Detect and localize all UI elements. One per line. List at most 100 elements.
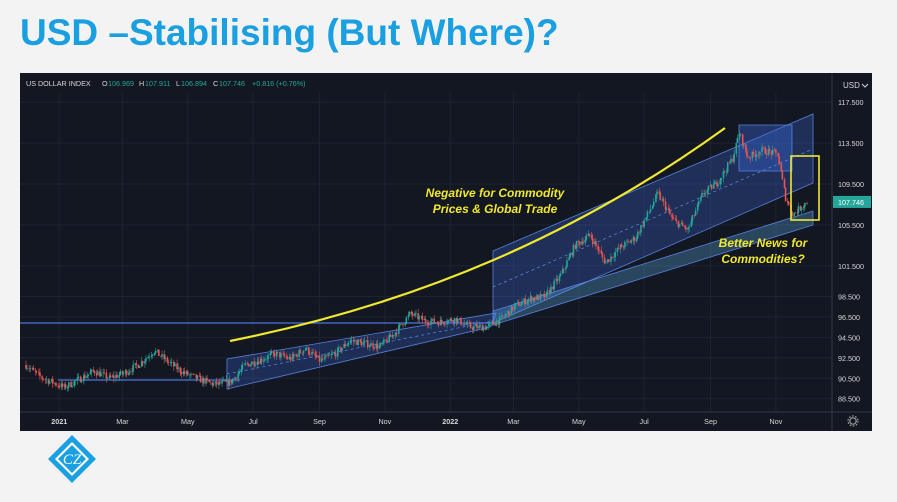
- candle-body: [707, 186, 710, 191]
- x-tick-label: 2022: [442, 417, 458, 426]
- candle-body: [594, 241, 596, 244]
- candle-body: [349, 340, 352, 343]
- candle-body: [578, 240, 580, 243]
- candle-body: [151, 354, 154, 356]
- candle-body: [600, 250, 603, 254]
- candle-body: [295, 354, 297, 356]
- candle-body: [635, 237, 638, 242]
- candle-body: [434, 322, 437, 323]
- grid-lines: [20, 93, 832, 412]
- candle-body: [176, 363, 178, 370]
- candle-body: [201, 378, 204, 383]
- close-label: C: [213, 79, 218, 88]
- candle-body: [218, 381, 220, 385]
- currency-label[interactable]: USD: [843, 81, 860, 90]
- candle-body: [221, 380, 223, 384]
- candle-body: [269, 353, 272, 356]
- candle-body: [735, 142, 738, 154]
- candle-body: [272, 351, 275, 354]
- candle-body: [208, 380, 210, 382]
- candle-body: [222, 380, 224, 381]
- candle-body: [301, 352, 304, 354]
- candle-body: [95, 373, 98, 376]
- candle-body: [215, 381, 218, 385]
- candle-body: [140, 361, 143, 367]
- annotation-negative-line: Prices & Global Trade: [433, 202, 558, 216]
- candle-body: [214, 381, 217, 384]
- axes: 117.500 113.500 109.500 105.500 101.500 98.50…: [20, 73, 872, 431]
- candle-body: [50, 378, 53, 382]
- candle-body: [347, 342, 350, 345]
- candle-body: [648, 211, 651, 213]
- candle-body: [160, 355, 162, 357]
- candle-body: [475, 324, 477, 327]
- candle-body: [672, 217, 674, 219]
- candle-body: [774, 149, 776, 151]
- candle-body: [640, 225, 642, 233]
- y-tick-label: 117.500: [838, 98, 863, 107]
- x-tick-label: 2021: [51, 417, 67, 426]
- candle-body: [639, 231, 641, 233]
- candle-body: [751, 151, 754, 159]
- candle-body: [754, 154, 757, 157]
- candle-body: [781, 170, 784, 180]
- x-tick-label: Sep: [313, 417, 326, 426]
- candle-body: [431, 318, 433, 322]
- chevron-down-icon[interactable]: [861, 83, 869, 88]
- candle-body: [386, 340, 388, 343]
- candle-body: [344, 344, 347, 347]
- candle-body: [559, 273, 562, 276]
- candle-body: [238, 371, 240, 374]
- settings-gear-icon[interactable]: [847, 415, 859, 427]
- candle-body: [235, 377, 237, 379]
- candle-body: [228, 379, 231, 386]
- candle-body: [796, 212, 799, 214]
- candle-body: [44, 379, 47, 381]
- candle-body: [439, 319, 442, 326]
- candle-body: [154, 350, 157, 354]
- candle-body: [630, 240, 633, 243]
- candle-body: [230, 379, 233, 384]
- candle-body: [561, 268, 564, 274]
- candle-body: [356, 340, 358, 345]
- candle-body: [624, 241, 626, 248]
- candle-body: [533, 297, 535, 302]
- currency-selector[interactable]: USD: [843, 81, 869, 90]
- candle-body: [566, 260, 568, 268]
- candle-body: [414, 313, 416, 316]
- candle-body: [674, 218, 677, 220]
- candle-body: [476, 324, 478, 329]
- candle-body: [643, 220, 645, 227]
- candle-body: [514, 302, 517, 306]
- candle-body: [526, 301, 529, 305]
- candle-body: [102, 372, 104, 374]
- candle-body: [498, 316, 501, 325]
- candle-body: [595, 241, 597, 246]
- candle-body: [655, 194, 657, 202]
- candle-body: [115, 375, 117, 378]
- candle-body: [314, 352, 317, 356]
- candle-body: [161, 354, 163, 357]
- candle-body: [518, 301, 520, 306]
- candle-body: [590, 235, 593, 239]
- candle-body: [418, 316, 420, 320]
- candle-body: [485, 326, 488, 330]
- open-value: 106.969: [108, 79, 134, 88]
- candle-body: [565, 267, 567, 270]
- candle-body: [401, 323, 403, 325]
- candle-body: [501, 315, 504, 317]
- candle-body: [463, 323, 465, 326]
- candle-body: [755, 154, 758, 157]
- candle-body: [597, 245, 599, 251]
- candle-body: [246, 363, 249, 364]
- candle-body: [739, 134, 742, 135]
- candle-body: [423, 319, 426, 321]
- candle-body: [179, 367, 182, 373]
- candle-body: [80, 381, 83, 383]
- candle-body: [257, 361, 260, 364]
- usd-index-chart[interactable]: Negative for Commodity Prices & Global Tr…: [20, 73, 872, 431]
- candle-body: [237, 373, 239, 379]
- candle-body: [572, 245, 575, 256]
- candle-body: [124, 370, 127, 374]
- candle-body: [762, 147, 764, 149]
